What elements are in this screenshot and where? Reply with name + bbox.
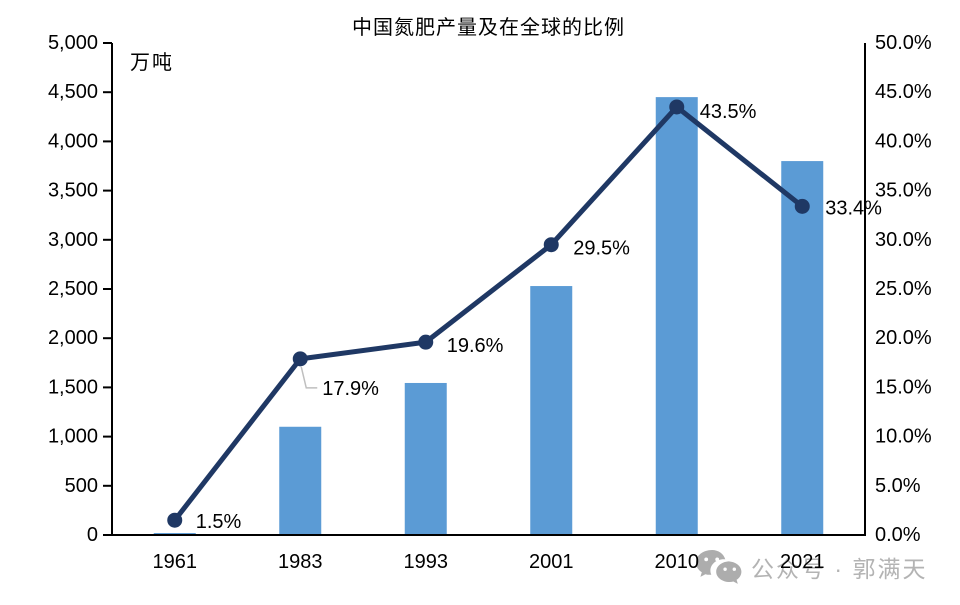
left-axis-tick-label: 2,000: [48, 327, 98, 349]
right-axis-tick-label: 45.0%: [875, 81, 932, 103]
label-leader-line: [300, 366, 318, 389]
line-marker-2021: [794, 198, 810, 214]
line-marker-2010: [669, 99, 685, 115]
data-label-2010: 43.5%: [700, 101, 757, 123]
data-label-2001: 29.5%: [573, 238, 630, 260]
left-axis-tick-label: 1,000: [48, 426, 98, 448]
left-axis-tick-label: 1,500: [48, 376, 98, 398]
right-axis-tick-label: 35.0%: [875, 180, 932, 202]
left-axis-tick-label: 0: [87, 524, 98, 546]
data-label-1961: 1.5%: [196, 511, 242, 533]
trend-line: [172, 104, 805, 523]
right-axis-tick-label: 20.0%: [875, 327, 932, 349]
right-axis-tick-label: 25.0%: [875, 278, 932, 300]
right-axis-tick-label: 30.0%: [875, 229, 932, 251]
right-axis-tick-label: 15.0%: [875, 376, 932, 398]
chart-title: 中国氮肥产量及在全球的比例: [352, 17, 625, 39]
right-axis-tick-label: 10.0%: [875, 426, 932, 448]
line-marker-1961: [167, 512, 183, 528]
data-label-1993: 19.6%: [447, 335, 504, 357]
watermark: 公众号 · 郭满天: [694, 548, 927, 586]
x-axis-label-2010: 2010: [655, 551, 700, 573]
watermark-text: 公众号 · 郭满天: [751, 556, 928, 582]
data-label-2021: 33.4%: [825, 197, 882, 219]
x-axis-label-1983: 1983: [278, 551, 323, 573]
left-axis-unit-label: 万吨: [130, 52, 174, 74]
bar-2021: [781, 161, 824, 535]
bar-1993: [404, 382, 447, 535]
line-marker-1993: [418, 334, 434, 350]
left-axis-tick-label: 4,000: [48, 130, 98, 152]
left-axis-tick-label: 3,500: [48, 180, 98, 202]
right-axis-tick-label: 0.0%: [875, 524, 921, 546]
left-axis-tick-label: 4,500: [48, 81, 98, 103]
data-label-1983: 17.9%: [322, 378, 379, 400]
left-axis-tick-label: 2,500: [48, 278, 98, 300]
line-marker-2001: [543, 237, 559, 253]
right-axis-tick-label: 5.0%: [875, 475, 921, 497]
x-axis-label-1993: 1993: [404, 551, 449, 573]
left-axis-tick-label: 3,000: [48, 229, 98, 251]
bar-1983: [279, 426, 322, 535]
x-axis-label-1961: 1961: [153, 551, 198, 573]
x-axis-label-2021: 2021: [780, 551, 825, 573]
left-axis-tick-label: 5,000: [48, 32, 98, 54]
line-marker-1983: [292, 351, 308, 367]
right-axis-tick-label: 50.0%: [875, 32, 932, 54]
bar-2010: [655, 97, 698, 536]
bar-2001: [530, 286, 573, 535]
wechat-icon: [696, 550, 742, 584]
x-axis-label-2001: 2001: [529, 551, 574, 573]
right-axis-tick-label: 40.0%: [875, 130, 932, 152]
left-axis-tick-label: 500: [65, 475, 98, 497]
